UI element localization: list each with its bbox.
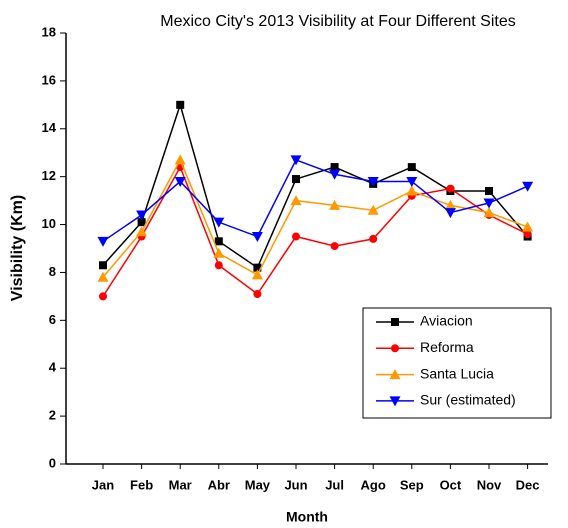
y-tick-label: 4	[49, 360, 57, 375]
legend-marker	[391, 318, 399, 326]
series-line	[102, 158, 528, 242]
data-point	[292, 232, 300, 241]
data-point	[369, 234, 378, 243]
legend-label: Aviacion	[420, 313, 473, 329]
data-point	[406, 185, 418, 196]
data-point	[253, 263, 262, 272]
data-point	[136, 226, 148, 237]
x-tick-label: Nov	[477, 477, 502, 492]
data-point	[330, 163, 339, 172]
data-point	[446, 184, 455, 193]
legend-marker	[389, 396, 401, 407]
y-axis-label: Visibility (Km)	[9, 195, 26, 301]
data-point	[444, 199, 456, 210]
series-line	[102, 158, 528, 278]
data-point	[444, 208, 456, 219]
data-point	[214, 261, 223, 270]
x-tick-label: Jun	[284, 477, 307, 492]
x-tick-label: Oct	[440, 477, 462, 492]
data-point	[485, 187, 493, 196]
data-point	[406, 176, 418, 187]
x-tick-label: May	[245, 477, 271, 492]
x-tick-label: Abr	[208, 477, 230, 492]
data-point	[176, 100, 185, 109]
legend-marker	[389, 369, 401, 380]
data-point	[137, 218, 146, 227]
series-line	[102, 102, 529, 269]
series-line	[102, 165, 528, 297]
data-point	[483, 198, 495, 209]
data-point	[253, 289, 262, 298]
data-point	[483, 207, 495, 218]
data-point	[213, 217, 225, 228]
chart-title: Mexico City's 2013 Visibility at Four Di…	[160, 13, 516, 30]
x-tick-label: Jan	[92, 477, 114, 492]
legend-marker	[391, 344, 399, 353]
y-tick-label: 2	[49, 408, 56, 423]
data-point	[214, 237, 223, 246]
data-point	[367, 176, 379, 187]
data-point	[174, 154, 186, 165]
data-point	[407, 163, 416, 172]
data-point	[290, 195, 302, 206]
data-point	[290, 155, 302, 166]
data-point	[330, 242, 339, 251]
legend-label: Reforma	[420, 339, 474, 355]
data-point	[329, 199, 341, 210]
y-tick-label: 16	[42, 72, 56, 87]
data-point	[522, 221, 534, 232]
data-point	[174, 176, 186, 187]
legend-label: Sur (estimated)	[420, 392, 516, 408]
data-point	[523, 230, 532, 239]
data-point	[522, 181, 534, 192]
x-tick-label: Dec	[516, 477, 540, 492]
x-tick-label: Jul	[325, 477, 344, 492]
data-point	[213, 247, 225, 258]
legend	[362, 307, 552, 419]
legend-label: Santa Lucia	[420, 365, 494, 381]
data-point	[99, 261, 107, 270]
data-point	[97, 236, 109, 247]
y-tick-label: 14	[42, 120, 57, 135]
y-tick-label: 12	[42, 168, 56, 183]
data-point	[329, 169, 341, 180]
x-axis-label: Month	[286, 509, 328, 525]
y-tick-label: 10	[42, 216, 56, 231]
data-point	[251, 232, 263, 243]
x-tick-label: Feb	[130, 477, 153, 492]
y-tick-label: 18	[42, 24, 56, 39]
data-point	[136, 210, 148, 221]
data-point	[97, 271, 109, 282]
data-point	[99, 292, 107, 301]
y-tick-label: 6	[49, 312, 56, 327]
y-tick-label: 8	[49, 264, 56, 279]
data-point	[367, 204, 379, 215]
data-point	[292, 175, 300, 184]
data-point	[251, 269, 263, 280]
y-tick-label: 0	[49, 455, 56, 470]
x-tick-label: Mar	[169, 477, 192, 492]
x-tick-label: Sep	[400, 477, 424, 492]
x-tick-label: Ago	[361, 477, 386, 492]
